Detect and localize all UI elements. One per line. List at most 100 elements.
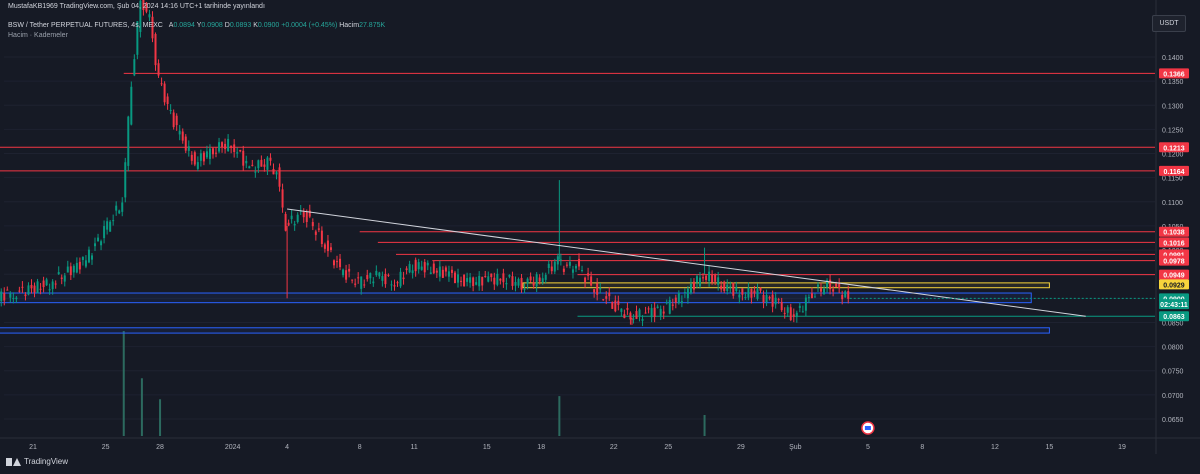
- candle-body: [3, 293, 6, 301]
- price-level-tag[interactable]: [1159, 269, 1189, 280]
- candle-body: [345, 270, 348, 280]
- candle-body: [771, 294, 774, 307]
- candle-body: [753, 290, 756, 294]
- currency-badge[interactable]: USDT: [1152, 15, 1186, 32]
- candle-body: [381, 276, 384, 281]
- indicator-row[interactable]: Hacim · Kademeler: [8, 32, 68, 39]
- candle-body: [438, 266, 441, 277]
- candle-body: [399, 271, 402, 287]
- candle-body: [423, 262, 426, 273]
- candle-body: [502, 273, 505, 283]
- price-level-tag[interactable]: [1159, 311, 1189, 322]
- candle-body: [617, 300, 620, 305]
- candle-body: [215, 152, 218, 154]
- price-level-tag[interactable]: [1159, 279, 1189, 290]
- volume-label: Hacim: [339, 22, 360, 29]
- price-tick-label: 0.0650: [1162, 417, 1184, 424]
- price-level-tag[interactable]: [1159, 299, 1189, 310]
- candle-body: [51, 281, 54, 290]
- candle-body: [387, 274, 390, 276]
- blue-zone-upper[interactable]: [0, 292, 1032, 304]
- blue-zone-lower[interactable]: [0, 327, 1050, 334]
- candle-body: [357, 277, 360, 279]
- price-level-tag[interactable]: [1159, 142, 1189, 153]
- price-level-tag[interactable]: [1159, 68, 1189, 79]
- candle-body: [202, 152, 205, 162]
- candle-body: [665, 302, 668, 304]
- candle-body: [626, 307, 629, 310]
- candle-body: [18, 290, 21, 292]
- candle-body: [847, 291, 850, 299]
- candle-body: [66, 266, 69, 273]
- candle-body: [762, 295, 765, 303]
- price-level-tag-text: 0.0949: [1163, 273, 1185, 280]
- candle-body: [227, 138, 230, 152]
- descending-trendline[interactable]: [287, 208, 1086, 317]
- time-tick-label: 8: [358, 444, 362, 451]
- candle-body: [611, 302, 614, 309]
- candle-body: [481, 276, 484, 286]
- candle-body: [587, 273, 590, 276]
- time-tick-label: 15: [1046, 444, 1054, 451]
- candle-body: [199, 153, 202, 161]
- price-level-tag[interactable]: [1159, 255, 1189, 266]
- candle-body: [139, 0, 142, 32]
- candle-body: [296, 214, 299, 223]
- candle-body: [641, 319, 644, 321]
- high-value: 0.0908: [201, 22, 223, 29]
- candle-body: [535, 274, 538, 287]
- candle-body: [484, 275, 487, 277]
- candle-body: [608, 292, 611, 297]
- candle-body: [538, 277, 541, 282]
- candle-body: [187, 146, 190, 151]
- candle-body: [472, 277, 475, 287]
- candle-body: [136, 21, 139, 55]
- symbol-title[interactable]: BSW / Tether PERPETUAL FUTURES, 4s, MEXC: [8, 22, 163, 29]
- candle-body: [832, 289, 835, 292]
- candle-body: [151, 16, 154, 39]
- candle-body: [638, 309, 641, 317]
- time-tick-label: 18: [537, 444, 545, 451]
- candle-body: [390, 284, 393, 286]
- candle-body: [0, 291, 3, 302]
- candle-body: [714, 274, 717, 282]
- candle-body: [218, 142, 221, 152]
- candle-body: [553, 261, 556, 272]
- price-level-tag-text: 0.1164: [1163, 169, 1184, 176]
- candle-body: [671, 304, 674, 306]
- candle-body: [765, 295, 768, 303]
- candle-body: [453, 272, 456, 284]
- price-level-tag-text: 0.0863: [1163, 314, 1185, 321]
- candle-body: [100, 241, 103, 246]
- candle-body: [332, 260, 335, 266]
- price-level-tag[interactable]: [1159, 165, 1189, 176]
- candle-body: [106, 221, 109, 230]
- yellow-zone[interactable]: [522, 282, 1050, 289]
- candle-body: [124, 162, 127, 198]
- candle-body: [311, 222, 314, 227]
- price-level-tag[interactable]: [1159, 237, 1189, 248]
- price-tick-label: 0.1400: [1162, 55, 1184, 62]
- candle-body: [408, 264, 411, 273]
- candle-body: [414, 259, 417, 272]
- candle-body: [517, 278, 520, 286]
- candle-body: [375, 270, 378, 276]
- candle-body: [263, 164, 266, 167]
- candle-body: [750, 288, 753, 298]
- candle-body: [363, 284, 366, 286]
- candle-body: [683, 292, 686, 294]
- time-tick-label: 29: [737, 444, 745, 451]
- candle-body: [308, 210, 311, 217]
- time-tick-label: 19: [1118, 444, 1126, 451]
- candle-body: [133, 59, 136, 76]
- candle-body: [426, 262, 429, 266]
- volume-value: 27.875K: [359, 22, 386, 29]
- candle-body: [692, 281, 695, 290]
- candle-body: [115, 205, 118, 211]
- price-level-tag[interactable]: [1159, 226, 1189, 237]
- candle-body: [786, 307, 789, 313]
- tradingview-logo-icon: [6, 457, 21, 466]
- candle-body: [466, 278, 469, 282]
- candle-body: [284, 214, 287, 231]
